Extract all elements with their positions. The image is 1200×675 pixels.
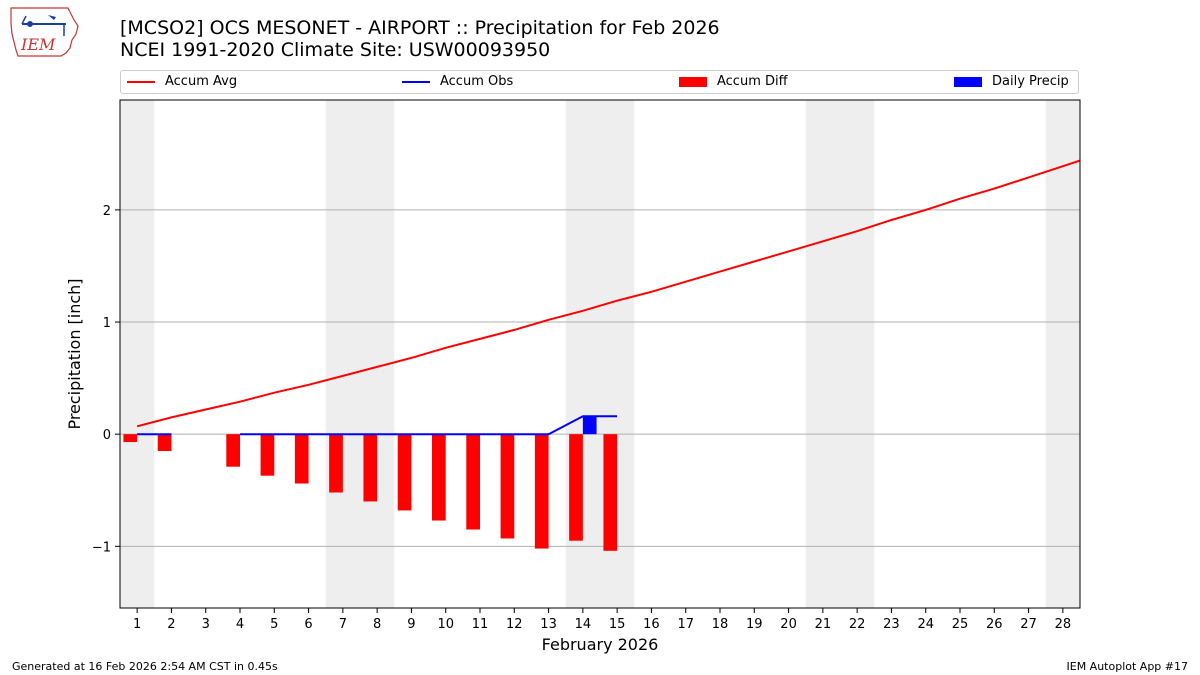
weekend-shade (840, 100, 875, 608)
x-tick-label: 12 (506, 617, 523, 632)
x-tick-label: 28 (1055, 617, 1072, 632)
x-tick-label: 9 (407, 617, 415, 632)
logo-text: IEM (20, 35, 56, 54)
accum-diff-bar (294, 434, 309, 484)
x-tick-label: 1 (133, 617, 141, 632)
legend-swatch-accum-avg (127, 80, 155, 83)
footer-app: IEM Autoplot App #17 (1066, 660, 1189, 673)
accum-diff-bar (123, 434, 138, 443)
y-tick-label: 2 (103, 204, 111, 219)
weekend-shade (805, 100, 840, 608)
x-tick-label: 11 (472, 617, 489, 632)
y-tick-label: 1 (103, 316, 111, 331)
x-tick-label: 19 (746, 617, 763, 632)
x-tick-label: 21 (815, 617, 832, 632)
x-tick-label: 17 (677, 617, 694, 632)
plot-frame (119, 99, 1081, 609)
x-axis-label: February 2026 (542, 635, 659, 654)
legend-daily-precip: Daily Precip (954, 74, 1069, 89)
accum-diff-bar (226, 434, 240, 467)
legend-accum-avg: Accum Avg (127, 74, 237, 89)
x-tick-label: 18 (712, 617, 729, 632)
x-tick-label: 20 (780, 617, 797, 632)
x-tick-label: 5 (270, 617, 278, 632)
x-tick-label: 7 (339, 617, 347, 632)
weekend-shade (360, 100, 395, 608)
x-tick-label: 16 (643, 617, 660, 632)
x-tick-label: 2 (167, 617, 175, 632)
accum-diff-bar (157, 434, 172, 452)
accum-diff-bar (397, 434, 412, 511)
weekend-shade (120, 100, 155, 608)
legend-label-accum-diff: Accum Diff (717, 74, 788, 89)
x-tick-label: 22 (849, 617, 866, 632)
accum-obs-line (137, 415, 618, 436)
legend-accum-diff: Accum Diff (679, 74, 788, 89)
legend-accum-obs: Accum Obs (402, 74, 513, 89)
accum-diff-bar (466, 434, 480, 530)
accum-diff-bar (260, 434, 275, 476)
weekend-shade (325, 100, 360, 608)
x-tick-label: 15 (609, 617, 626, 632)
x-tick-label: 3 (202, 617, 210, 632)
accum-diff-bar (603, 434, 618, 551)
x-tick-label: 8 (373, 617, 381, 632)
x-tick-label: 14 (575, 617, 592, 632)
legend-label-daily-precip: Daily Precip (992, 74, 1069, 89)
y-axis-label: Precipitation [inch] (65, 278, 84, 429)
daily-precip-bar (582, 416, 597, 435)
x-tick-label: 26 (986, 617, 1003, 632)
accum-diff-bar (432, 434, 446, 521)
y-tick-label: −1 (92, 540, 111, 555)
x-tick-label: 23 (883, 617, 900, 632)
weekend-shade (1045, 100, 1080, 608)
accum-diff-bar (329, 434, 343, 493)
legend: Accum Avg Accum Obs Accum Diff Daily Pre… (120, 70, 1079, 94)
x-tick-label: 13 (540, 617, 557, 632)
accum-diff-bar (569, 434, 583, 541)
x-tick-label: 6 (304, 617, 312, 632)
x-tick-label: 24 (917, 617, 934, 632)
x-tick-label: 27 (1020, 617, 1037, 632)
legend-swatch-accum-obs (402, 80, 430, 83)
chart-title: [MCSO2] OCS MESONET - AIRPORT :: Precipi… (120, 17, 720, 39)
iem-logo: IEM (10, 7, 79, 57)
y-tick-label: 0 (103, 428, 111, 443)
legend-label-accum-avg: Accum Avg (165, 74, 238, 89)
legend-swatch-daily-precip (954, 76, 982, 87)
x-tick-label: 10 (437, 617, 454, 632)
iowa-state-outline (10, 7, 79, 57)
x-tick-label: 25 (952, 617, 969, 632)
legend-swatch-accum-diff (679, 76, 707, 87)
footer-generated: Generated at 16 Feb 2026 2:54 AM CST in … (12, 660, 278, 673)
accum-diff-bar (500, 434, 515, 539)
accum-diff-bar (534, 434, 549, 549)
chart-subtitle: NCEI 1991-2020 Climate Site: USW00093950 (120, 39, 551, 61)
accum-avg-line (136, 159, 1080, 428)
accum-diff-bar (363, 434, 378, 502)
legend-label-accum-obs: Accum Obs (440, 74, 514, 89)
x-tick-label: 4 (236, 617, 244, 632)
